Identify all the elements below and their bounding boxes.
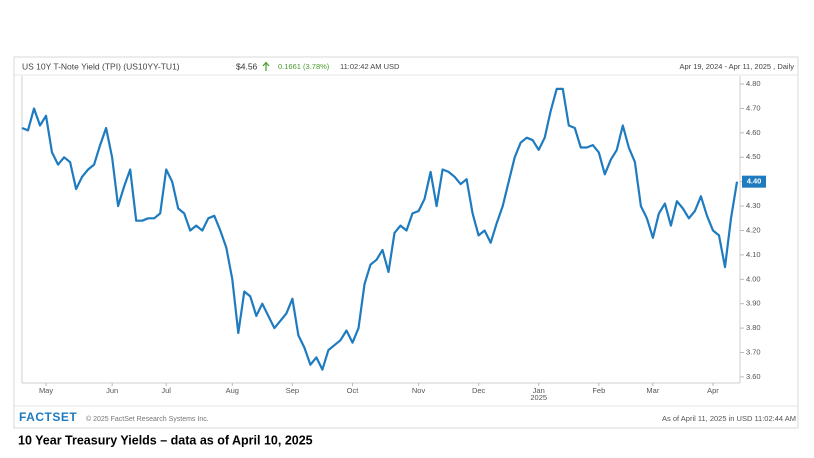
as-of: As of April 11, 2025 in USD 11:02:44 AM: [662, 414, 796, 423]
chart-title: US 10Y T-Note Yield (TPI) (US10YY-TU1): [22, 61, 180, 71]
copyright: © 2025 FactSet Research Systems Inc.: [86, 415, 209, 423]
y-tick-label: 3.80: [746, 323, 761, 332]
caption: 10 Year Treasury Yields – data as of Apr…: [18, 433, 313, 447]
time: 11:02:42 AM USD: [340, 62, 400, 71]
x-tick-label: Oct: [347, 386, 360, 395]
y-tick-label: 4.20: [746, 225, 761, 234]
y-tick-label: 4.80: [746, 79, 761, 88]
y-tick-label: 4.60: [746, 128, 761, 137]
y-tick-label: 3.90: [746, 299, 761, 308]
range-label: Apr 19, 2024 - Apr 11, 2025 , Daily: [679, 62, 794, 71]
y-tick-label: 4.50: [746, 152, 761, 161]
yield-line: [21, 87, 739, 371]
x-tick-label: Jan: [533, 386, 545, 395]
x-tick-label: Apr: [707, 386, 719, 395]
change: 0.1661 (3.78%): [278, 62, 330, 71]
last-value-label: 4.40: [747, 177, 762, 186]
y-tick-label: 3.70: [746, 347, 761, 356]
up-arrow-icon: [262, 61, 270, 71]
x-tick-label: Mar: [646, 386, 659, 395]
x-tick-label: Dec: [472, 386, 486, 395]
y-tick-label: 4.70: [746, 103, 761, 112]
x-tick-label: Aug: [226, 386, 239, 395]
y-tick-label: 4.10: [746, 250, 761, 259]
y-tick-label: 4.00: [746, 274, 761, 283]
x-tick-label: May: [39, 386, 53, 395]
y-tick-label: 3.60: [746, 372, 761, 381]
frame: [13, 56, 799, 429]
x-tick-label: Jun: [106, 386, 118, 395]
x-tick-label: Sep: [286, 386, 299, 395]
price: $4.56: [236, 61, 258, 71]
x-tick-label: Feb: [592, 386, 605, 395]
source-logo: FACTSET: [19, 410, 77, 424]
last-value-box: [742, 175, 766, 188]
x-year-label: 2025: [530, 393, 547, 402]
x-tick-label: Jul: [161, 386, 171, 395]
y-tick-label: 4.30: [746, 201, 761, 210]
x-tick-label: Nov: [412, 386, 426, 395]
